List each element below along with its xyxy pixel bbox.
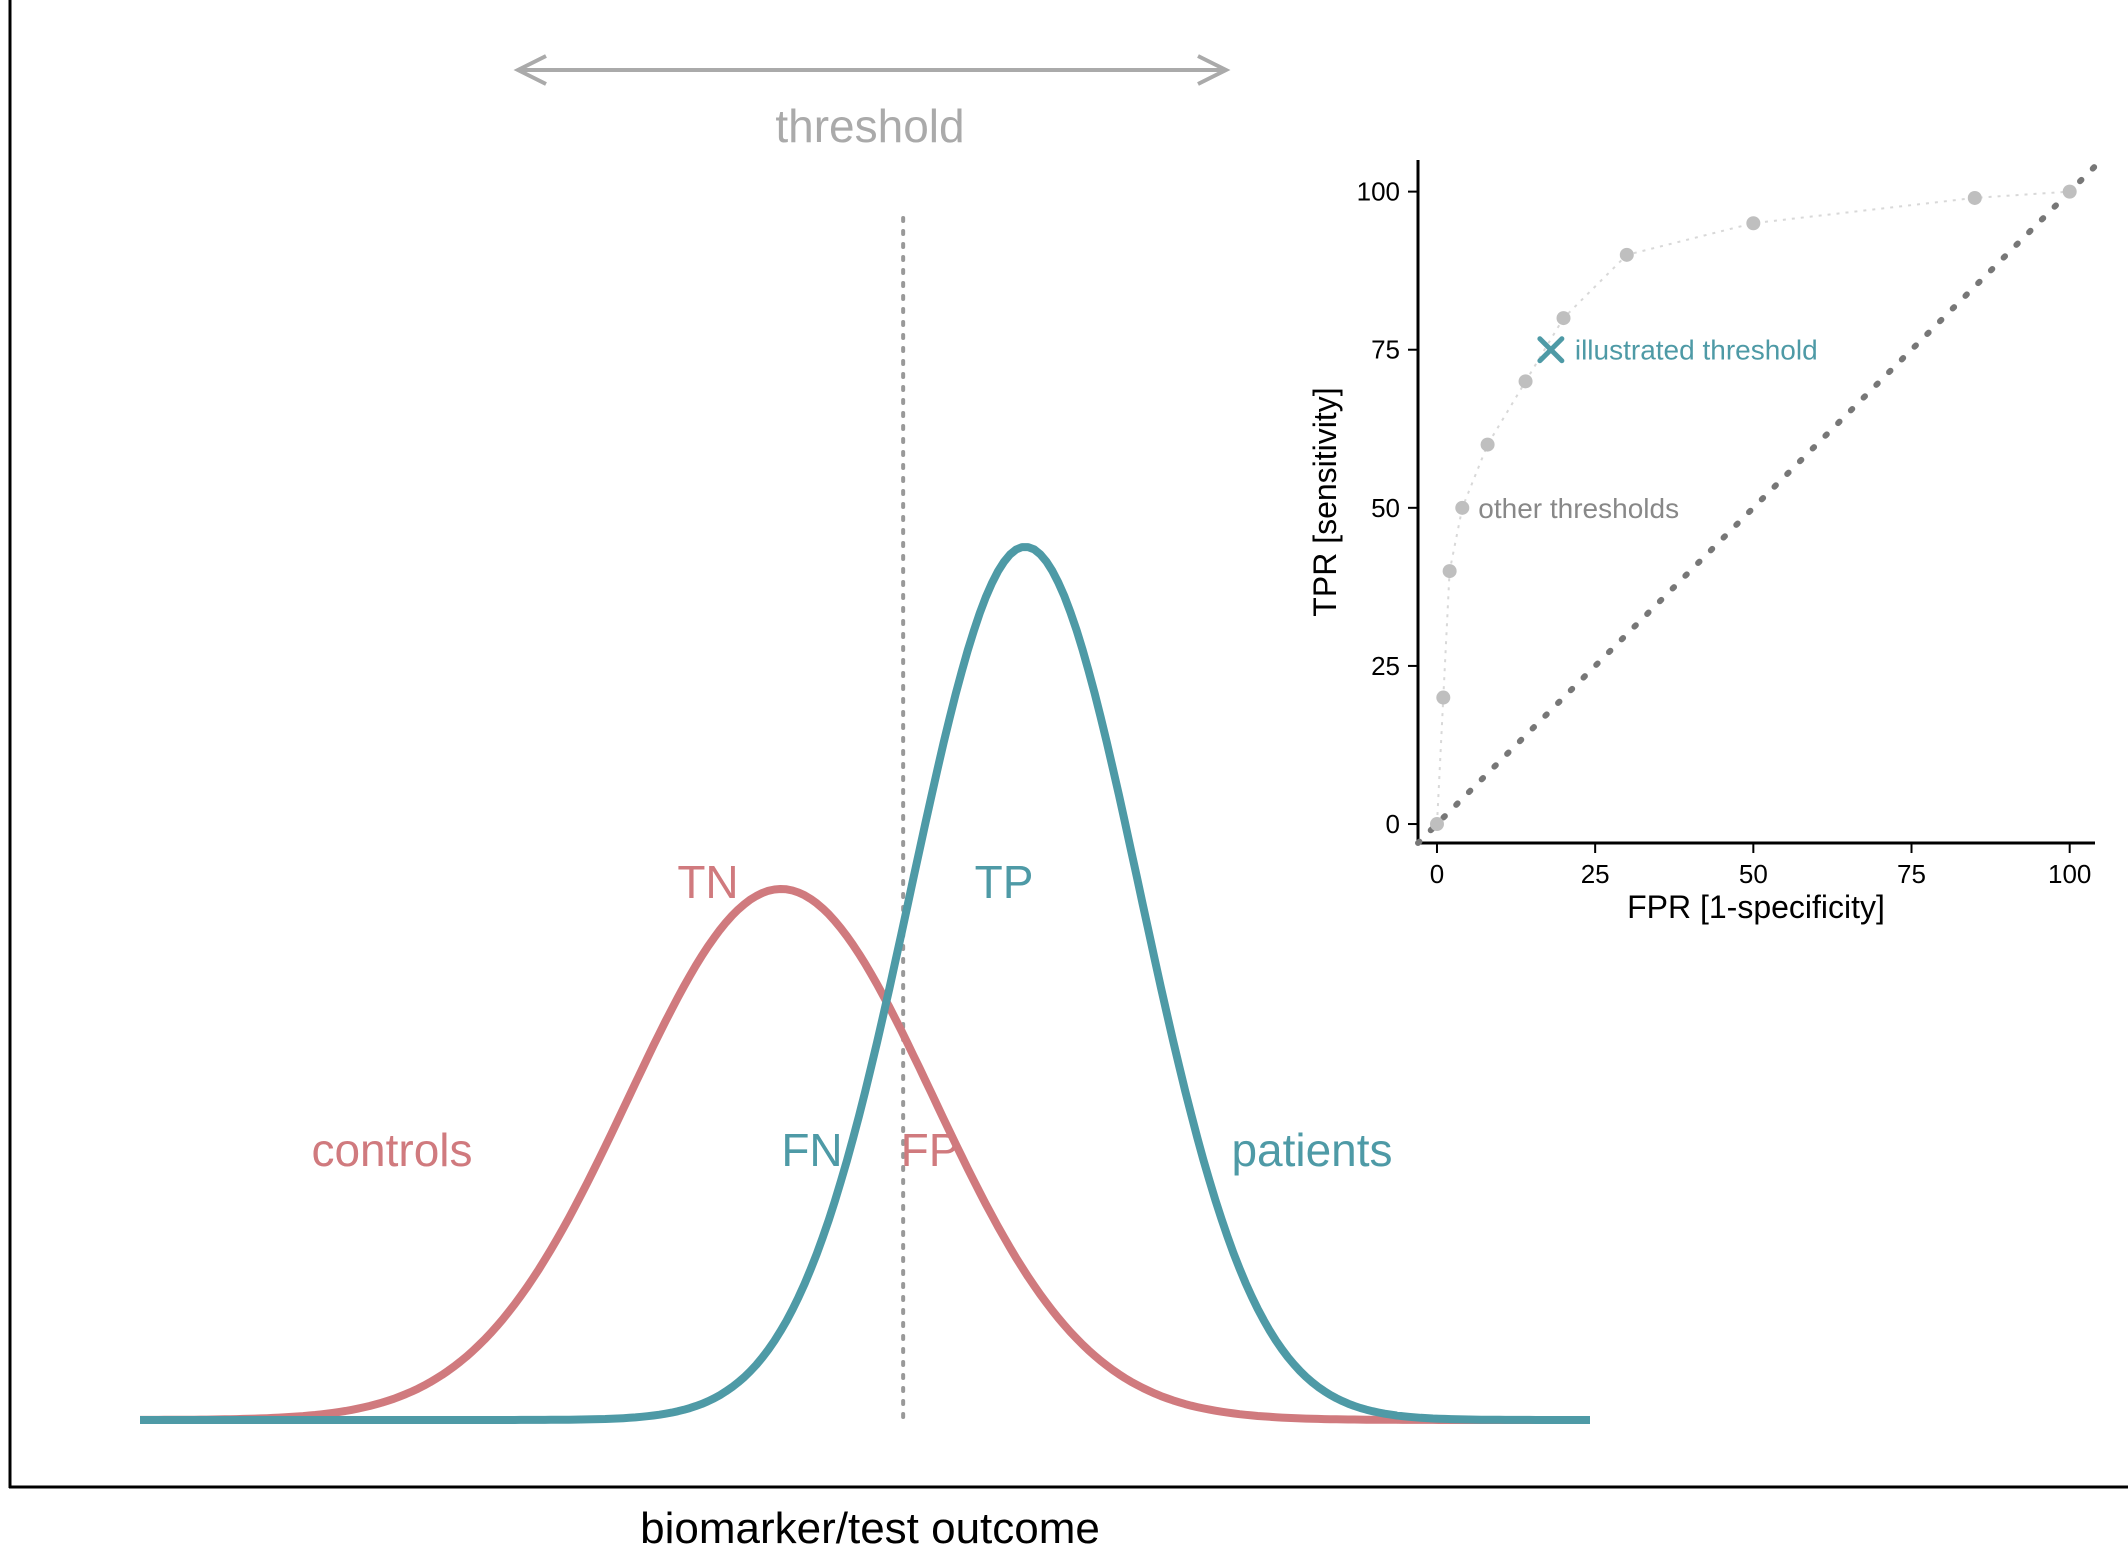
- threshold-arrow-left-head: [513, 54, 547, 86]
- roc-point: [1429, 817, 1444, 832]
- fn-label: FN: [781, 1124, 842, 1176]
- tp-label: TP: [975, 856, 1034, 908]
- roc-x-tick-label: 75: [1897, 859, 1926, 889]
- patients-curve: [140, 543, 1590, 1424]
- roc-point: [1967, 190, 1982, 205]
- main-axes: [8, 0, 2128, 1489]
- roc-x-axis-label: FPR [1-specificity]: [1627, 889, 1885, 925]
- roc-x-ticks: 0 25 50 75 100: [1430, 843, 2091, 889]
- illustrated-threshold-x-stroke: [1537, 336, 1565, 364]
- main-x-axis-label: biomarker/test outcome: [640, 1504, 1100, 1548]
- roc-y-tick-label: 75: [1371, 335, 1400, 365]
- roc-x-tick-label: 50: [1739, 859, 1768, 889]
- roc-y-tick-label: 50: [1371, 493, 1400, 523]
- patients-label: patients: [1231, 1124, 1392, 1176]
- roc-y-ticks: 0 25 50 75 100: [1357, 177, 1418, 839]
- controls-curve: [140, 885, 1590, 1424]
- roc-x-tick-label: 100: [2048, 859, 2091, 889]
- illustrated-threshold-label: illustrated threshold: [1575, 335, 1818, 366]
- roc-inset: 0 25 50 75 100 0 25 50 75 100 illustrated thresh…: [1307, 160, 2098, 925]
- roc-points: [1429, 184, 2077, 832]
- threshold-arrow-right-head: [1197, 54, 1231, 86]
- roc-point: [1455, 500, 1470, 515]
- roc-point: [1442, 564, 1457, 579]
- roc-point: [1619, 247, 1634, 262]
- threshold-label: threshold: [775, 100, 964, 152]
- fp-label: FP: [901, 1124, 960, 1176]
- roc-y-axis-label: TPR [sensitivity]: [1307, 387, 1343, 616]
- controls-label: controls: [311, 1124, 472, 1176]
- roc-point: [1518, 374, 1533, 389]
- roc-point: [1480, 437, 1495, 452]
- roc-x-tick-label: 25: [1581, 859, 1610, 889]
- roc-y-tick-label: 100: [1357, 177, 1400, 207]
- tn-label: TN: [677, 856, 738, 908]
- roc-point: [1746, 216, 1761, 231]
- roc-diagonal: [1415, 163, 2098, 846]
- roc-point: [1436, 690, 1451, 705]
- other-thresholds-label: other thresholds: [1478, 493, 1679, 524]
- illustrated-threshold-marker: [1537, 336, 1565, 364]
- roc-y-tick-label: 0: [1386, 809, 1400, 839]
- roc-y-tick-label: 25: [1371, 651, 1400, 681]
- roc-x-tick-label: 0: [1430, 859, 1444, 889]
- roc-point: [1556, 311, 1571, 326]
- threshold-arrow: [513, 54, 1231, 86]
- roc-point: [2062, 184, 2077, 199]
